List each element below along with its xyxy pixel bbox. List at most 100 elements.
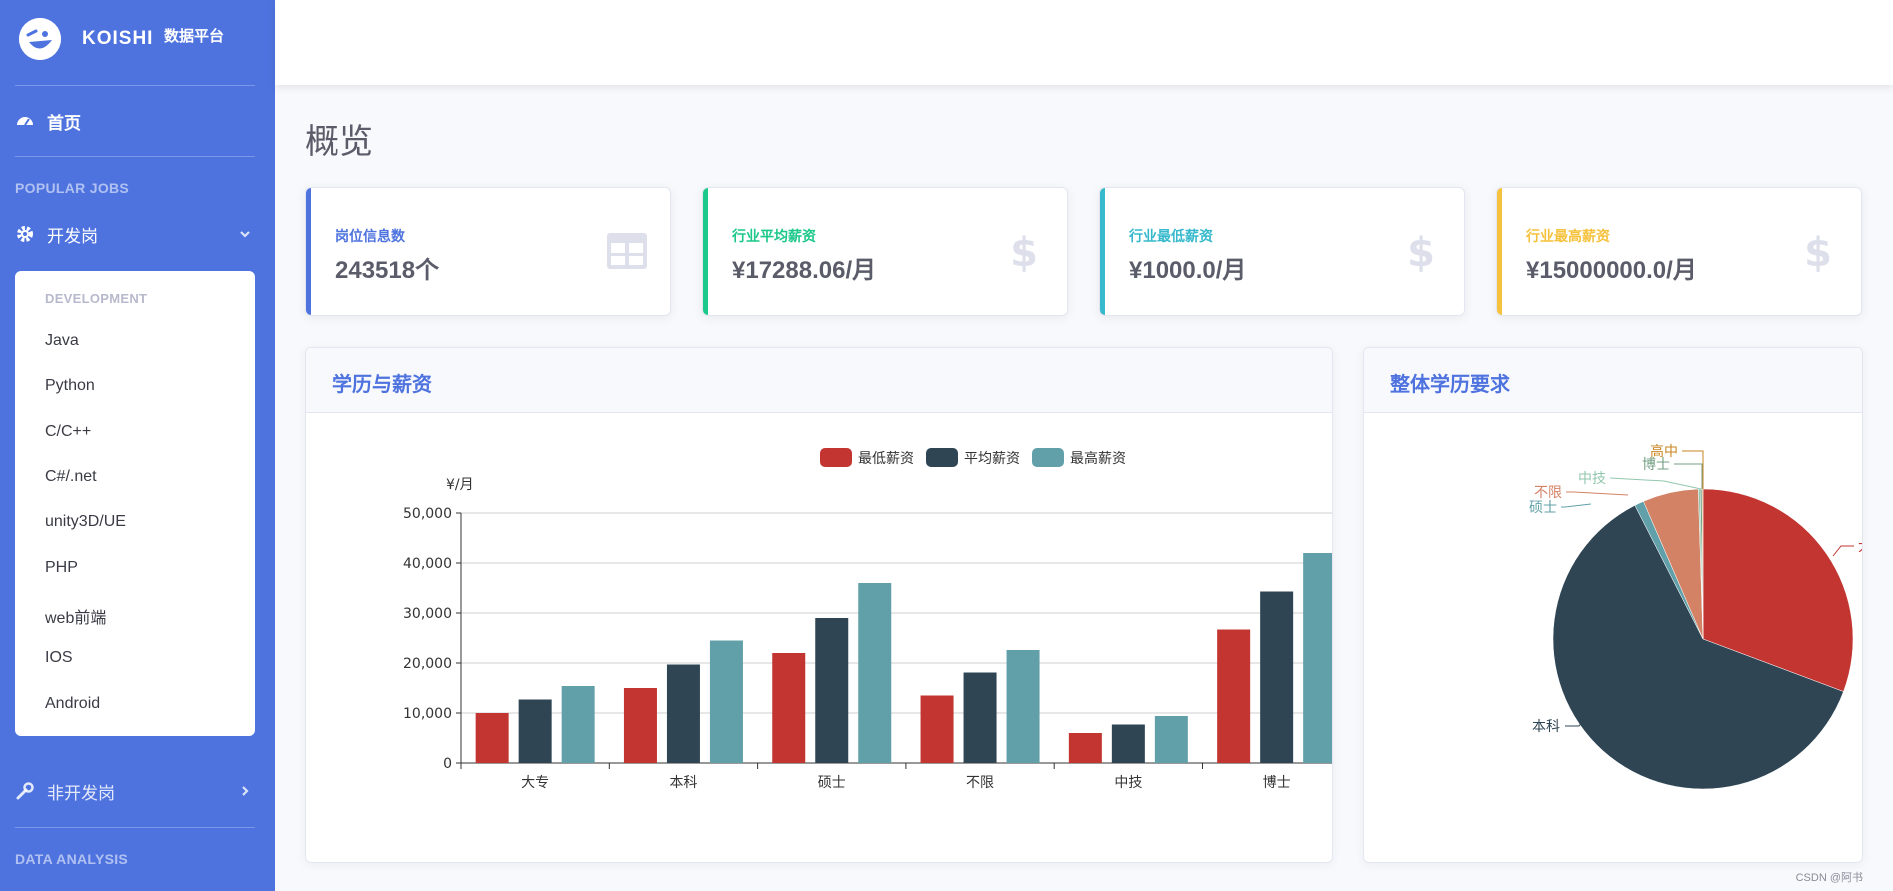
dollar-icon: $ (1804, 230, 1832, 272)
sidebar-item-nondev[interactable]: 非开发岗 (15, 777, 115, 805)
sidebar-item-label: 首页 (47, 113, 81, 133)
pie-label: 不限 (1534, 485, 1562, 501)
submenu-item-ios[interactable]: IOS (45, 649, 73, 666)
legend-swatch (1032, 448, 1064, 467)
dashboard-icon (15, 111, 35, 131)
y-tick-label: 0 (443, 756, 452, 772)
bar (623, 688, 657, 763)
stat-value: 243518个 (335, 257, 440, 284)
dollar-icon: $ (1407, 230, 1435, 272)
card-accent (1100, 188, 1105, 315)
table-icon (607, 233, 647, 269)
salary-by-education-panel: 学历与薪资 0 10,000 20,000 30,000 40,000 50,000 ¥/月… (305, 347, 1333, 863)
card-accent (306, 188, 311, 315)
bar (561, 686, 595, 763)
pie-label-line (1674, 463, 1703, 489)
y-axis-label: ¥/月 (446, 477, 474, 493)
bar-chart[interactable]: 0 10,000 20,000 30,000 40,000 50,000 ¥/月大专 本科 硕士… (306, 414, 1333, 862)
card-accent (1497, 188, 1502, 315)
stat-value: ¥15000000.0/月 (1526, 257, 1697, 284)
sidebar-divider (15, 85, 255, 86)
brand-name: KOISHI (82, 28, 154, 49)
x-tick-label: 不限 (966, 775, 994, 791)
stat-value: ¥1000.0/月 (1129, 257, 1247, 284)
logo-icon (19, 18, 61, 60)
bar (815, 618, 849, 763)
submenu-item-php[interactable]: PHP (45, 559, 78, 576)
legend-label: 最低薪资 (858, 451, 914, 467)
y-tick-label: 30,000 (403, 606, 452, 622)
svg-text:$: $ (1804, 230, 1832, 272)
gear-icon (15, 224, 35, 244)
sidebar-item-label: 非开发岗 (47, 783, 115, 803)
pie-label: 中技 (1578, 471, 1606, 487)
chevron-down-icon[interactable] (239, 228, 251, 240)
bar (1217, 629, 1251, 763)
stat-label: 行业平均薪资 (732, 228, 816, 244)
sidebar-item-dev[interactable]: 开发岗 (15, 220, 98, 248)
x-tick-label: 中技 (1114, 775, 1142, 791)
x-tick-label: 大专 (521, 775, 549, 791)
pie-label-line (1609, 477, 1702, 490)
submenu-item-csharp[interactable]: C#/.net (45, 468, 97, 485)
submenu-heading: DEVELOPMENT (45, 291, 148, 306)
submenu-item-web[interactable]: web前端 (45, 610, 107, 627)
submenu-item-cpp[interactable]: C/C++ (45, 423, 92, 440)
pie-label: 硕士 (1529, 500, 1557, 516)
page-title: 概览 (305, 123, 373, 161)
pie-label: 博士 (1642, 456, 1670, 473)
legend-label: 最高薪资 (1070, 450, 1126, 467)
watermark: CSDN @阿书 (1795, 872, 1863, 884)
submenu-item-python[interactable]: Python (45, 377, 95, 394)
sidebar-divider (15, 156, 255, 157)
y-tick-label: 10,000 (403, 706, 452, 722)
stat-card-avg-salary: 行业平均薪资 ¥17288.06/月 $ (702, 187, 1068, 316)
stat-label: 行业最低薪资 (1129, 228, 1213, 244)
bar (1303, 553, 1332, 763)
y-tick-label: 20,000 (403, 656, 452, 672)
stat-label: 岗位信息数 (335, 228, 405, 244)
legend-label: 平均薪资 (964, 451, 1020, 467)
pie-label-line (1832, 545, 1854, 557)
bar (858, 583, 892, 763)
card-accent (703, 188, 708, 315)
stat-value: ¥17288.06/月 (732, 257, 877, 284)
topbar (275, 0, 1893, 85)
pie-label-line (1565, 713, 1590, 727)
bar (1006, 650, 1040, 763)
sidebar-item-home[interactable]: 首页 (15, 107, 81, 135)
pie-label-line (1566, 491, 1629, 496)
brand[interactable]: KOISHI 数据平台 (0, 0, 275, 86)
submenu-item-unity[interactable]: unity3D/UE (45, 513, 126, 530)
x-tick-label: 硕士 (818, 775, 846, 791)
brand-subtitle: 数据平台 (164, 28, 225, 45)
bar (709, 640, 743, 763)
sidebar-divider (15, 827, 255, 828)
stat-card-min-salary: 行业最低薪资 ¥1000.0/月 $ (1099, 187, 1465, 316)
submenu-item-java[interactable]: Java (45, 332, 79, 349)
pie-label: 高中 (1650, 443, 1678, 460)
pie-slice (1702, 488, 1854, 692)
bar (666, 664, 700, 763)
panel-title: 整体学历要求 (1390, 374, 1510, 396)
pie-label-line (1561, 503, 1592, 508)
bar (963, 672, 997, 763)
bar (772, 653, 806, 763)
chevron-right-icon[interactable] (239, 785, 251, 797)
legend-swatch (820, 448, 852, 467)
bar (1260, 591, 1294, 763)
pie-label: 本科 (1532, 719, 1560, 735)
y-tick-label: 40,000 (403, 556, 452, 572)
sidebar-item-label: 开发岗 (47, 226, 98, 246)
wrench-icon (15, 781, 35, 801)
legend-swatch (926, 448, 958, 467)
dev-submenu: DEVELOPMENT Java Python C/C++ C#/.net un… (15, 271, 255, 736)
x-tick-label: 博士 (1263, 774, 1291, 791)
submenu-item-android[interactable]: Android (45, 695, 101, 712)
stat-label: 行业最高薪资 (1526, 228, 1610, 244)
bar (1068, 733, 1102, 763)
x-tick-label: 本科 (669, 775, 697, 791)
svg-text:$: $ (1010, 230, 1038, 272)
